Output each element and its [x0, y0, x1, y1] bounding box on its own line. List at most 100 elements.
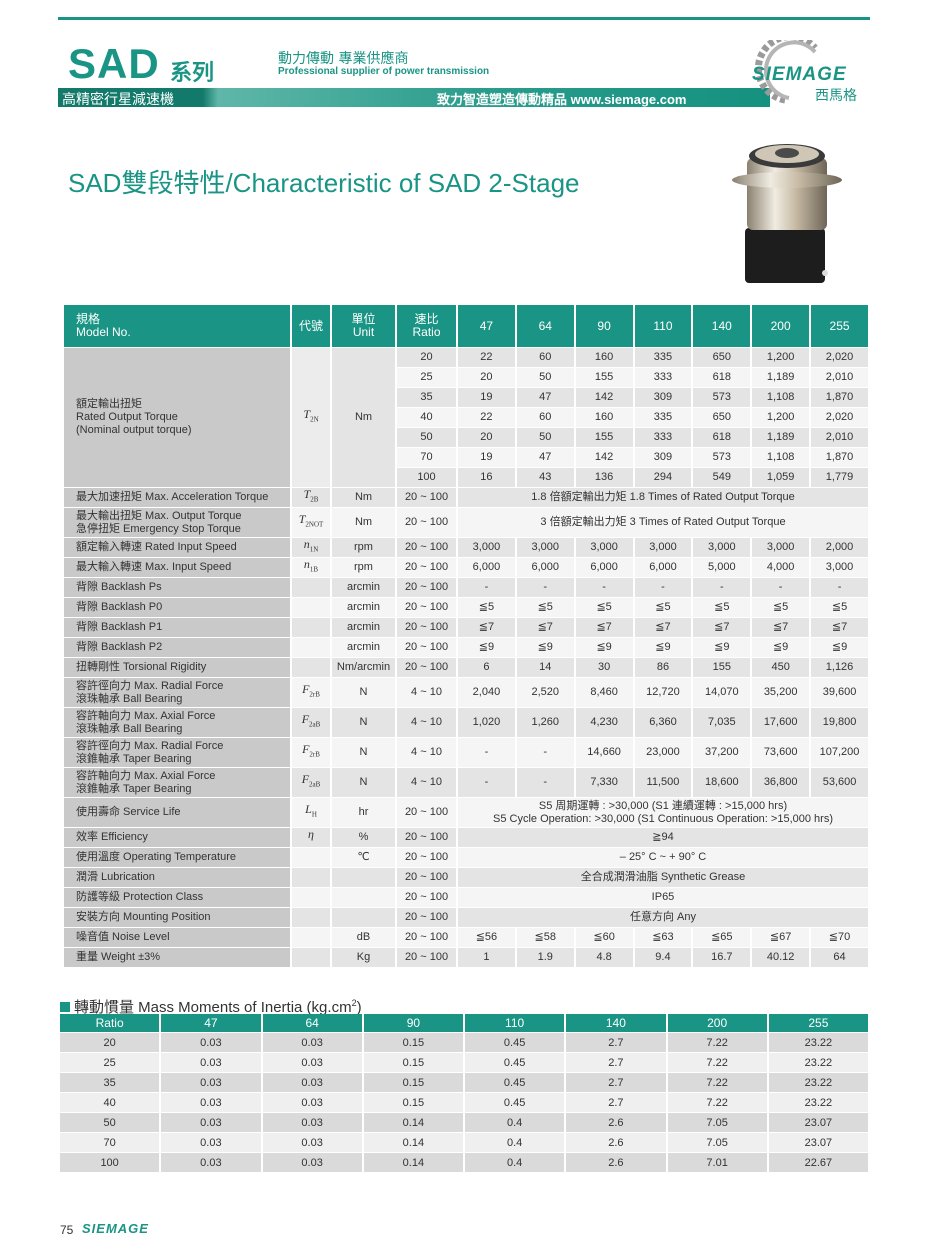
- value-cell: 60: [516, 348, 574, 367]
- value-cell: 7,035: [693, 708, 751, 737]
- value-cell: 30: [575, 658, 633, 677]
- top-rule: [58, 17, 870, 20]
- value-cell: 136: [575, 468, 633, 487]
- value-cell: 309: [634, 388, 692, 407]
- value-cell: 1.9: [516, 948, 574, 967]
- value-cell: 1,108: [752, 448, 810, 467]
- value-cell: 1,200: [752, 348, 810, 367]
- inertia-cell: 0.14: [363, 1113, 463, 1132]
- symbol-cell: n1N: [292, 538, 330, 557]
- inertia-cell: 0.03: [161, 1153, 261, 1172]
- ratio-cell: 4 ~ 10: [397, 738, 456, 767]
- table-row: 最大輸入轉速 Max. Input Speed n1B rpm 20 ~ 100 6,0…: [64, 558, 868, 577]
- header-model-110: 110: [634, 305, 692, 347]
- row-label: 背隙 Backlash P0: [64, 598, 290, 617]
- row-label: 使用壽命 Service Life: [64, 798, 290, 827]
- value-cell: ≦70: [811, 928, 868, 947]
- inertia-table: Ratio 47 64 90 110 140 200 255 20 0.03 0.03 0.15 0.…: [58, 1013, 870, 1173]
- value-cell: 1,779: [811, 468, 868, 487]
- row-label: 容許軸向力 Max. Axial Force 滾珠軸承 Ball Bearing: [64, 708, 290, 737]
- value-cell: 1,200: [752, 408, 810, 427]
- value-cell: 309: [634, 448, 692, 467]
- value-cell: ≦5: [693, 598, 751, 617]
- value-cell: 1,870: [811, 388, 868, 407]
- header-ratio: 速比 Ratio: [397, 305, 456, 347]
- value-cell: 19: [458, 448, 515, 467]
- symbol-cell: η: [292, 828, 330, 847]
- inertia-cell: 7.22: [667, 1053, 767, 1072]
- row-label: 最大輸出扭矩 Max. Output Torque 急停扭矩 Emergency …: [64, 508, 290, 537]
- value-cell: 2,020: [811, 348, 868, 367]
- value-cell: 3,000: [693, 538, 751, 557]
- inertia-cell: 0.03: [262, 1093, 362, 1112]
- value-cell: ≦9: [458, 638, 515, 657]
- value-cell: ≦7: [693, 618, 751, 637]
- table-row: 100 16 43 136 294 549 1,059 1,779: [64, 468, 868, 487]
- value-cell: 5,000: [693, 558, 751, 577]
- value-cell: 2,010: [811, 428, 868, 447]
- series-name: SAD: [68, 40, 160, 87]
- value-cell: -: [516, 768, 574, 797]
- value-cell: ≦5: [634, 598, 692, 617]
- symbol-cell: [292, 578, 330, 597]
- value-cell: 2,040: [458, 678, 515, 707]
- value-cell: ≦56: [458, 928, 515, 947]
- value-cell: -: [516, 578, 574, 597]
- table-row: 最大輸出扭矩 Max. Output Torque 急停扭矩 Emergency …: [64, 508, 868, 537]
- ratio-cell: 20 ~ 100: [397, 618, 456, 637]
- footer-logo: SIEMAGE: [82, 1221, 149, 1236]
- symbol-cell: F2rB: [292, 738, 330, 767]
- value-cell: 50: [516, 368, 574, 387]
- inertia-cell: 0.03: [161, 1133, 261, 1152]
- value-cell: -: [458, 578, 515, 597]
- table-row: 扭轉剛性 Torsional Rigidity Nm/arcmin 20 ~ 100…: [64, 658, 868, 677]
- value-cell: ≦7: [634, 618, 692, 637]
- value-cell: -: [516, 738, 574, 767]
- ratio-cell: 20 ~ 100: [397, 798, 456, 827]
- header-model-200: 200: [752, 305, 810, 347]
- table-row: 容許徑向力 Max. Radial Force 滾錐軸承 Taper Bearin…: [64, 738, 868, 767]
- header-model: 規格 Model No.: [64, 305, 290, 347]
- inertia-cell: 0.15: [363, 1033, 463, 1052]
- inertia-cell: 7.05: [667, 1133, 767, 1152]
- value-cell: 47: [516, 388, 574, 407]
- inertia-header-cell: 200: [667, 1014, 767, 1032]
- inertia-cell: 2.6: [566, 1113, 666, 1132]
- inertia-cell: 23.07: [768, 1113, 868, 1132]
- inertia-header-cell: 90: [363, 1014, 463, 1032]
- symbol-cell: F2rB: [292, 678, 330, 707]
- ratio-cell: 20: [397, 348, 456, 367]
- ratio-cell: 20 ~ 100: [397, 658, 456, 677]
- inertia-cell: 35: [60, 1073, 160, 1092]
- value-cell: 6,000: [634, 558, 692, 577]
- logo-wordmark: SIEMAGE: [752, 64, 847, 85]
- ratio-cell: 20 ~ 100: [397, 598, 456, 617]
- unit-cell: dB: [332, 928, 395, 947]
- unit-cell: Nm: [332, 508, 395, 537]
- value-cell: 16.7: [693, 948, 751, 967]
- value-cell: 9.4: [634, 948, 692, 967]
- value-cell: 2,520: [516, 678, 574, 707]
- symbol-cell: T2NOT: [292, 508, 330, 537]
- value-cell: 2,010: [811, 368, 868, 387]
- value-cell: 3,000: [516, 538, 574, 557]
- inertia-cell: 0.03: [262, 1113, 362, 1132]
- value-cell: 573: [693, 388, 751, 407]
- symbol-cell: n1B: [292, 558, 330, 577]
- ratio-cell: 20 ~ 100: [397, 868, 456, 887]
- unit-cell: N: [332, 708, 395, 737]
- unit-cell: Nm: [332, 488, 395, 507]
- value-cell: ≦5: [516, 598, 574, 617]
- value-cell: 1,126: [811, 658, 868, 677]
- value-cell: 1,020: [458, 708, 515, 737]
- value-cell: ≦63: [634, 928, 692, 947]
- spanned-value-cell: 3 倍額定輸出力矩 3 Times of Rated Output Torque: [458, 508, 868, 537]
- value-cell: 335: [634, 408, 692, 427]
- inertia-cell: 0.4: [465, 1113, 565, 1132]
- table-row: 容許徑向力 Max. Radial Force 滾珠軸承 Ball Bearing…: [64, 678, 868, 707]
- inertia-header-cell: 110: [465, 1014, 565, 1032]
- value-cell: 155: [693, 658, 751, 677]
- header-model-140: 140: [693, 305, 751, 347]
- table-row: 背隙 Backlash P1 arcmin 20 ~ 100 ≦7 ≦7 ≦7 ≦7 ≦7 ≦7…: [64, 618, 868, 637]
- band-left-text: 高精密行星減速機: [62, 92, 174, 108]
